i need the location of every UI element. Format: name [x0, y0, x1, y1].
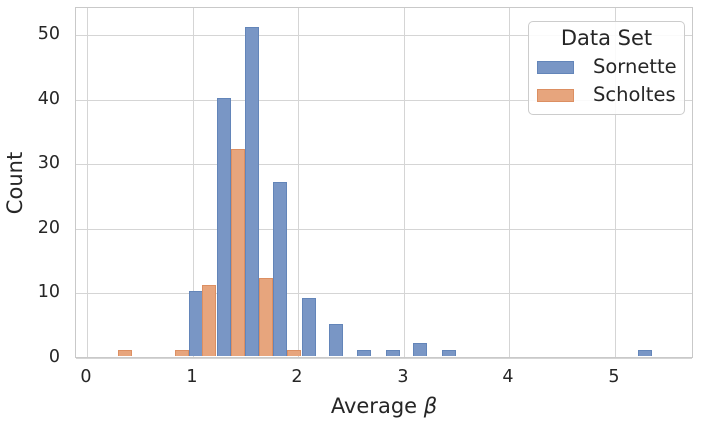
x-tick-label: 4	[502, 367, 514, 387]
y-tick-label: 40	[37, 89, 60, 109]
vertical-gridline	[509, 8, 510, 357]
histogram-bar-sornette	[413, 343, 427, 356]
histogram-bar-sornette	[189, 291, 203, 356]
legend-entry-sornette: Sornette	[537, 55, 684, 79]
histogram-bar-sornette	[442, 350, 456, 356]
beta-symbol: β	[423, 394, 438, 418]
x-tick-label: 2	[291, 367, 303, 387]
vertical-gridline	[298, 8, 299, 357]
histogram-bar-scholtes	[287, 350, 301, 356]
y-tick-label: 0	[48, 347, 60, 367]
y-tick-label: 50	[37, 24, 60, 44]
histogram-bar-sornette	[357, 350, 371, 356]
x-tick-label: 0	[80, 367, 92, 387]
histogram-bar-sornette	[329, 324, 343, 356]
horizontal-gridline	[76, 35, 692, 36]
x-axis-label: Average β	[234, 393, 534, 419]
y-tick-label: 20	[37, 218, 60, 238]
vertical-gridline	[404, 8, 405, 357]
y-tick-label: 10	[37, 282, 60, 302]
x-tick-label: 3	[397, 367, 409, 387]
histogram-bar-sornette	[273, 182, 287, 356]
histogram-bar-scholtes	[175, 350, 189, 356]
histogram-bar-scholtes	[118, 350, 132, 356]
legend-entry-scholtes: Scholtes	[537, 83, 684, 107]
legend-label-sornette: Sornette	[593, 55, 677, 78]
histogram-bar-scholtes	[231, 149, 245, 356]
histogram-bar-sornette	[217, 98, 231, 356]
histogram-bar-scholtes	[202, 285, 216, 356]
histogram-bar-scholtes	[259, 278, 273, 356]
y-tick-label: 30	[37, 153, 60, 173]
horizontal-gridline	[76, 100, 692, 101]
horizontal-gridline	[76, 293, 692, 294]
legend-title: Data Set	[560, 26, 653, 50]
histogram-bar-sornette	[386, 350, 400, 356]
x-tick-label: 5	[608, 367, 620, 387]
x-tick-label: 1	[186, 367, 198, 387]
vertical-gridline	[87, 8, 88, 357]
legend: Data Set Sornette Scholtes	[528, 21, 685, 115]
x-axis-label-text: Average	[330, 394, 424, 418]
legend-label-scholtes: Scholtes	[593, 83, 676, 106]
histogram-bar-sornette	[245, 27, 259, 356]
histogram-bar-sornette	[638, 350, 652, 356]
scholtes-color-swatch	[537, 88, 574, 102]
vertical-gridline	[193, 8, 194, 357]
horizontal-gridline	[76, 358, 692, 359]
histogram-bar-sornette	[302, 298, 316, 356]
vertical-gridline	[615, 8, 616, 357]
horizontal-gridline	[76, 229, 692, 230]
horizontal-gridline	[76, 164, 692, 165]
sornette-color-swatch	[537, 60, 574, 74]
